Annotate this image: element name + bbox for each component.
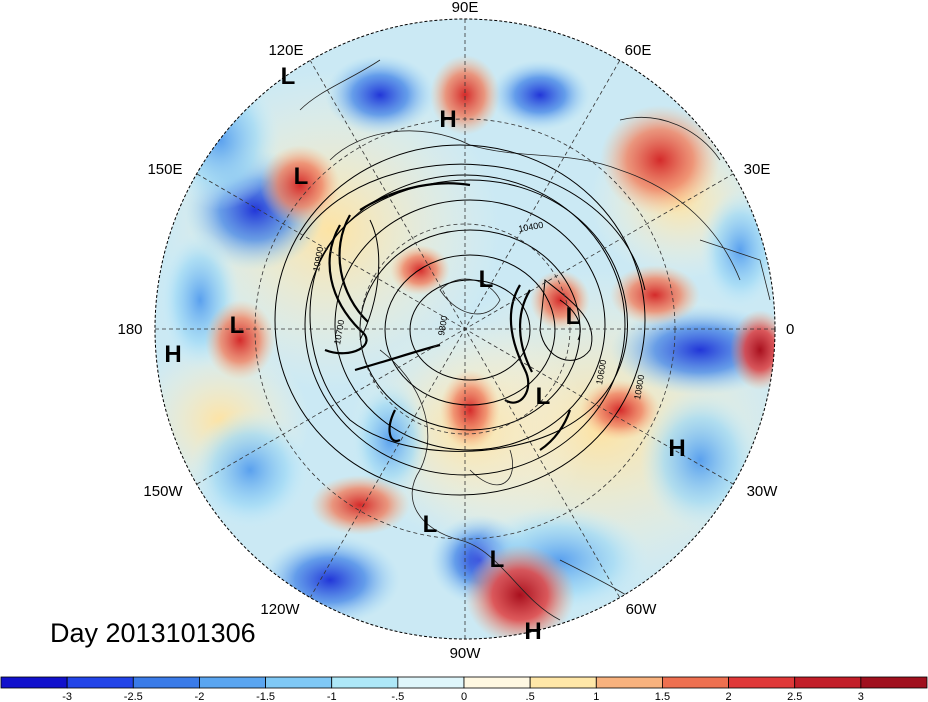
low-pressure-label: L (536, 383, 551, 410)
colorbar-swatch (265, 676, 333, 689)
colorbar-tick-label: 0 (461, 691, 467, 702)
map-boundary (154, 18, 776, 640)
lon-label-0: 0 (786, 321, 794, 338)
contour-label: 10400 (518, 220, 544, 234)
contour-label: 10600 (594, 359, 608, 385)
colorbar-swatch (199, 676, 266, 689)
colorbar-ticks: -3 -2.5 -2 -1.5 -1 -.5 0 .5 1 1.5 2 2.5 3 (62, 691, 864, 702)
longitude-labels: 90E 60E 30E 0 30W 60W 90W 120W 150W 180 … (117, 0, 794, 662)
colorbar-tick-label: -3 (62, 691, 72, 702)
lon-label-30w: 30W (747, 483, 779, 500)
contour-label: 9800 (436, 315, 449, 336)
high-pressure-label: H (439, 106, 456, 133)
colorbar-tick-label: 1.5 (655, 691, 670, 702)
polar-map: 90E 60E 30E 0 30W 60W 90W 120W 150W 180 … (117, 0, 794, 662)
colorbar-swatch (860, 676, 928, 689)
contour-label: 10800 (632, 374, 646, 400)
colorbar-swatch (463, 676, 531, 689)
low-pressure-label: L (490, 546, 505, 573)
high-pressure-label: H (164, 341, 181, 368)
colorbar-swatches (0, 676, 928, 689)
colorbar-tick-label: .5 (526, 691, 535, 702)
lon-label-60e: 60E (625, 42, 652, 59)
low-pressure-label: L (294, 163, 309, 190)
colorbar-tick-label: 2 (726, 691, 732, 702)
low-pressure-label: L (479, 266, 494, 293)
lon-label-30e: 30E (744, 161, 771, 178)
colorbar-swatch (662, 676, 729, 689)
lon-label-150w: 150W (143, 483, 183, 500)
high-pressure-label: H (524, 618, 541, 645)
low-pressure-label: L (281, 63, 296, 90)
colorbar-tick-label: -.5 (391, 691, 404, 702)
lon-label-60w: 60W (626, 601, 658, 618)
contour-value-labels: 10900 10700 10400 9800 10600 10800 (311, 220, 646, 401)
colorbar-tick-label: -1 (327, 691, 337, 702)
colorbar-swatch (66, 676, 134, 689)
low-pressure-label: L (566, 303, 581, 330)
timestamp-label: Day 2013101306 (50, 618, 256, 648)
low-pressure-label: L (230, 312, 245, 339)
high-pressure-label: L (423, 511, 438, 538)
colorbar-swatch (794, 676, 862, 689)
colorbar-tick-label: -2.5 (124, 691, 143, 702)
lon-label-90e: 90E (452, 0, 479, 16)
colorbar-swatch (397, 676, 465, 689)
colorbar-swatch (529, 676, 597, 689)
pressure-centers: L H L L L L H L H L L H (164, 63, 685, 645)
contour-label: 10900 (311, 246, 325, 272)
coastlines (299, 59, 771, 621)
colorbar-swatch (132, 676, 200, 689)
lon-label-180: 180 (117, 321, 142, 338)
colorbar-tick-label: 1 (593, 691, 599, 702)
high-pressure-label: H (668, 435, 685, 462)
colorbar-swatch (0, 676, 68, 689)
colorbar-tick-label: -1.5 (256, 691, 275, 702)
lon-label-120e: 120E (268, 42, 303, 59)
colorbar-swatch (595, 676, 663, 689)
colorbar: -3 -2.5 -2 -1.5 -1 -.5 0 .5 1 1.5 2 2.5 3 (0, 676, 928, 702)
contour-label: 10700 (332, 319, 346, 345)
colorbar-tick-label: 2.5 (787, 691, 802, 702)
lon-label-150e: 150E (147, 161, 182, 178)
colorbar-tick-label: 3 (858, 691, 864, 702)
colorbar-swatch (331, 676, 399, 689)
lon-label-120w: 120W (260, 601, 300, 618)
colorbar-tick-label: -2 (195, 691, 205, 702)
graticule (155, 19, 775, 639)
colorbar-swatch (728, 676, 796, 689)
lon-label-90w: 90W (450, 645, 482, 662)
